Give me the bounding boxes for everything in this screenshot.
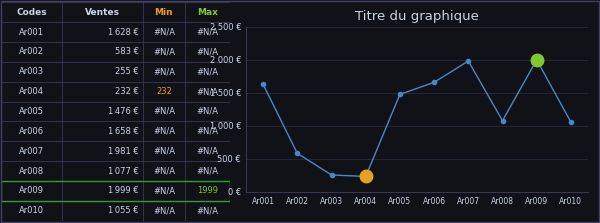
Text: Ar009: Ar009 [19, 186, 44, 196]
Text: #N/A: #N/A [153, 167, 175, 176]
Text: #N/A: #N/A [153, 67, 175, 76]
Text: #N/A: #N/A [153, 47, 175, 56]
Text: 1999: 1999 [197, 186, 218, 196]
Title: Titre du graphique: Titre du graphique [355, 10, 479, 23]
Text: #N/A: #N/A [196, 127, 218, 136]
Text: Max: Max [197, 8, 218, 17]
Text: #N/A: #N/A [196, 167, 218, 176]
Text: #N/A: #N/A [153, 147, 175, 156]
Text: 1 981 €: 1 981 € [108, 147, 139, 156]
Text: #N/A: #N/A [153, 107, 175, 116]
Text: Ar003: Ar003 [19, 67, 44, 76]
Text: Ar002: Ar002 [19, 47, 44, 56]
Text: #N/A: #N/A [153, 27, 175, 37]
Text: 1 628 €: 1 628 € [108, 27, 139, 37]
Text: #N/A: #N/A [196, 47, 218, 56]
Text: Min: Min [155, 8, 173, 17]
Text: #N/A: #N/A [153, 127, 175, 136]
Text: Ar007: Ar007 [19, 147, 44, 156]
Text: #N/A: #N/A [196, 147, 218, 156]
Text: 1 077 €: 1 077 € [108, 167, 139, 176]
Text: Ar005: Ar005 [19, 107, 44, 116]
Text: 1 999 €: 1 999 € [108, 186, 139, 196]
Text: Ar001: Ar001 [19, 27, 44, 37]
Text: Ventes: Ventes [85, 8, 120, 17]
Text: #N/A: #N/A [153, 206, 175, 215]
Text: #N/A: #N/A [196, 107, 218, 116]
Text: Codes: Codes [16, 8, 47, 17]
Text: Ar008: Ar008 [19, 167, 44, 176]
Text: Ar010: Ar010 [19, 206, 44, 215]
Text: Ar006: Ar006 [19, 127, 44, 136]
Text: #N/A: #N/A [196, 87, 218, 96]
Text: Ar004: Ar004 [19, 87, 44, 96]
Text: #N/A: #N/A [196, 206, 218, 215]
Text: 1 658 €: 1 658 € [108, 127, 139, 136]
Text: 232: 232 [156, 87, 172, 96]
Text: 1 476 €: 1 476 € [108, 107, 139, 116]
Text: 255 €: 255 € [115, 67, 139, 76]
Text: 232 €: 232 € [115, 87, 139, 96]
Text: 1 055 €: 1 055 € [108, 206, 139, 215]
Text: #N/A: #N/A [196, 67, 218, 76]
Text: #N/A: #N/A [153, 186, 175, 196]
Text: 583 €: 583 € [115, 47, 139, 56]
Text: #N/A: #N/A [196, 27, 218, 37]
